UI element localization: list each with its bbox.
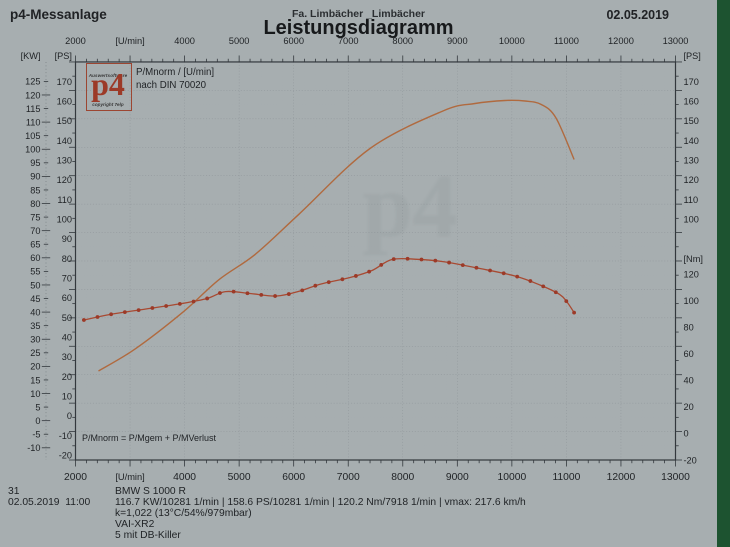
svg-text:115: 115 <box>26 104 41 114</box>
svg-text:15: 15 <box>30 375 40 385</box>
svg-text:20: 20 <box>684 402 694 412</box>
svg-text:0: 0 <box>35 416 40 426</box>
svg-text:20: 20 <box>30 362 40 372</box>
svg-text:[PS]: [PS] <box>684 51 701 61</box>
svg-text:80: 80 <box>30 199 40 209</box>
svg-text:5000: 5000 <box>229 36 250 46</box>
svg-text:8000: 8000 <box>391 472 414 483</box>
svg-text:4000: 4000 <box>174 36 195 46</box>
svg-text:11000: 11000 <box>554 36 579 46</box>
svg-text:-20: -20 <box>684 455 697 465</box>
svg-text:120: 120 <box>25 90 40 100</box>
svg-text:9000: 9000 <box>446 472 469 483</box>
svg-text:-20: -20 <box>59 450 72 460</box>
svg-text:10000: 10000 <box>498 472 527 483</box>
svg-text:125: 125 <box>25 77 40 87</box>
svg-text:120: 120 <box>684 269 699 279</box>
svg-text:105: 105 <box>25 131 40 141</box>
svg-text:60: 60 <box>684 349 694 359</box>
svg-text:150: 150 <box>684 116 699 126</box>
svg-text:170: 170 <box>684 77 699 87</box>
svg-text:110: 110 <box>684 195 699 205</box>
svg-text:6000: 6000 <box>283 36 304 46</box>
svg-text:5: 5 <box>35 402 40 412</box>
svg-text:10: 10 <box>30 389 40 399</box>
svg-text:11000: 11000 <box>552 472 580 483</box>
svg-text:10: 10 <box>62 391 72 401</box>
svg-text:100: 100 <box>684 215 699 225</box>
svg-text:[PS]: [PS] <box>55 51 72 61</box>
svg-text:70: 70 <box>62 274 72 284</box>
svg-text:[Nm]: [Nm] <box>684 254 703 264</box>
svg-text:55: 55 <box>30 267 40 277</box>
svg-text:[U/min]: [U/min] <box>115 472 144 482</box>
svg-text:110: 110 <box>57 195 72 205</box>
svg-text:40: 40 <box>30 307 40 317</box>
svg-text:35: 35 <box>30 321 40 331</box>
svg-text:50: 50 <box>30 280 40 290</box>
svg-text:8000: 8000 <box>392 36 413 46</box>
svg-text:5000: 5000 <box>228 472 251 483</box>
svg-text:25: 25 <box>30 348 40 358</box>
svg-text:4000: 4000 <box>173 472 196 483</box>
svg-text:[KW]: [KW] <box>21 51 41 61</box>
svg-text:-5: -5 <box>32 430 40 440</box>
svg-text:10000: 10000 <box>499 36 525 46</box>
svg-text:170: 170 <box>57 77 72 87</box>
svg-text:100: 100 <box>684 296 699 306</box>
svg-text:0: 0 <box>67 411 72 421</box>
svg-text:-10: -10 <box>59 431 72 441</box>
svg-text:45: 45 <box>30 294 40 304</box>
svg-text:120: 120 <box>57 175 72 185</box>
svg-text:120: 120 <box>684 175 699 185</box>
svg-text:2000: 2000 <box>65 36 86 46</box>
svg-text:7000: 7000 <box>337 472 360 483</box>
svg-text:40: 40 <box>62 333 72 343</box>
svg-text:2000: 2000 <box>64 472 87 483</box>
svg-text:60: 60 <box>62 293 72 303</box>
svg-text:80: 80 <box>62 254 72 264</box>
svg-text:90: 90 <box>62 234 72 244</box>
svg-text:30: 30 <box>30 335 40 345</box>
svg-text:[U/min]: [U/min] <box>115 36 144 46</box>
svg-text:9000: 9000 <box>447 36 468 46</box>
svg-text:140: 140 <box>684 136 699 146</box>
svg-text:40: 40 <box>684 376 694 386</box>
svg-text:70: 70 <box>30 226 40 236</box>
svg-text:160: 160 <box>684 97 699 107</box>
svg-text:12000: 12000 <box>608 36 634 46</box>
svg-text:110: 110 <box>26 117 41 127</box>
svg-text:12000: 12000 <box>607 472 636 483</box>
svg-text:60: 60 <box>30 253 40 263</box>
svg-text:7000: 7000 <box>338 36 359 46</box>
svg-text:100: 100 <box>57 215 72 225</box>
svg-text:90: 90 <box>30 172 40 182</box>
svg-text:80: 80 <box>684 322 694 332</box>
svg-text:130: 130 <box>684 156 699 166</box>
svg-text:160: 160 <box>57 97 72 107</box>
svg-text:13000: 13000 <box>663 36 689 46</box>
svg-text:85: 85 <box>30 185 40 195</box>
svg-text:6000: 6000 <box>282 472 305 483</box>
svg-text:20: 20 <box>62 372 72 382</box>
svg-text:50: 50 <box>62 313 72 323</box>
svg-text:30: 30 <box>62 352 72 362</box>
svg-text:-10: -10 <box>27 443 40 453</box>
svg-text:140: 140 <box>57 136 72 146</box>
svg-text:100: 100 <box>25 145 40 155</box>
svg-text:130: 130 <box>57 156 72 166</box>
svg-text:13000: 13000 <box>661 472 690 483</box>
svg-text:95: 95 <box>30 158 40 168</box>
svg-text:150: 150 <box>57 116 72 126</box>
svg-text:75: 75 <box>30 212 40 222</box>
svg-text:65: 65 <box>30 240 40 250</box>
svg-text:0: 0 <box>684 429 689 439</box>
